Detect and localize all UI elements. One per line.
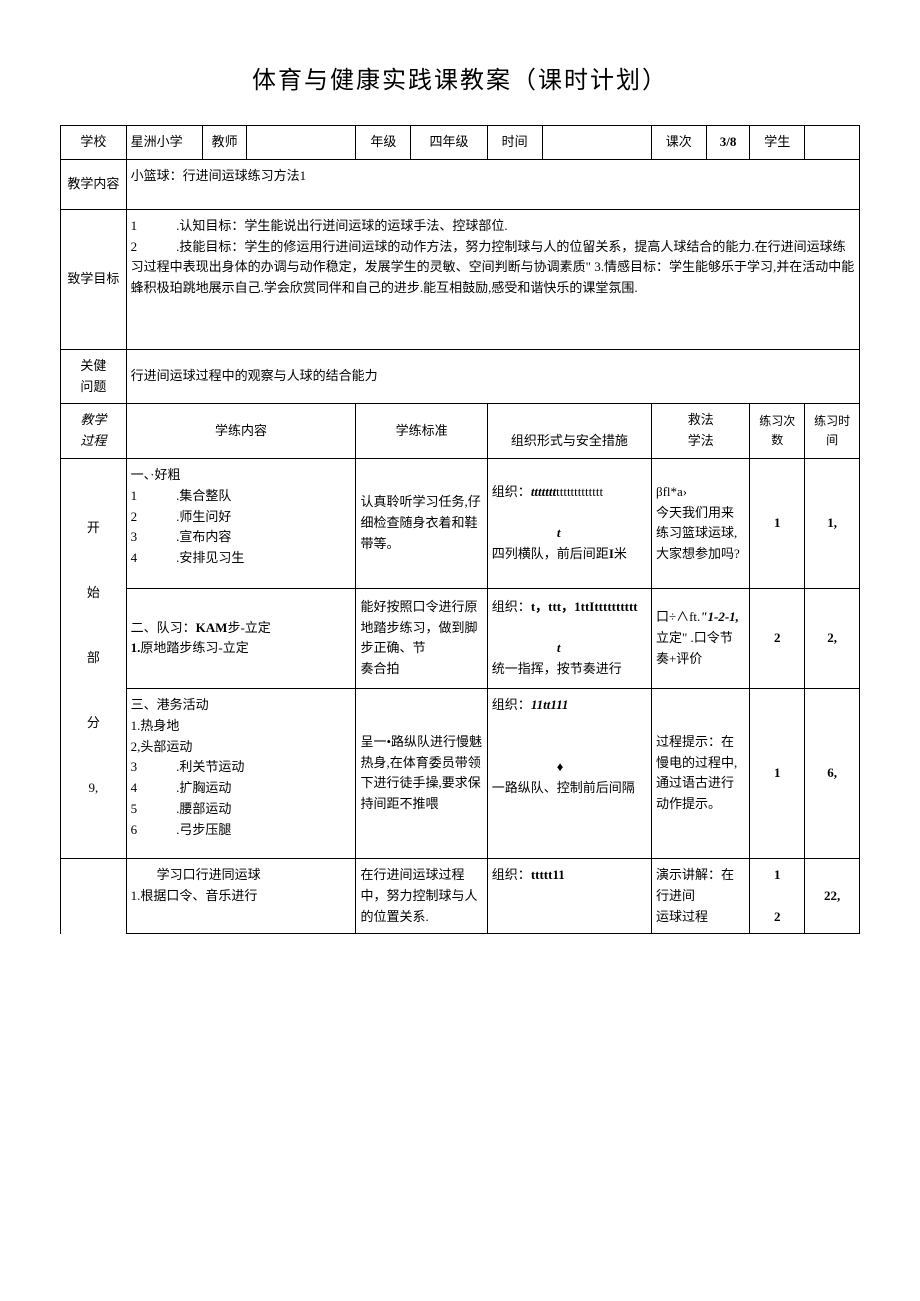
students-label: 学生	[750, 126, 805, 160]
th-content: 学练内容	[126, 404, 356, 459]
start-r1-org: 组织：tttttttttttttttttttt t四列横队，前后间距I米	[487, 458, 651, 588]
main-r1-content: 学习口行进同运球 1.根据口令、音乐进行	[126, 858, 356, 933]
teacher-value	[247, 126, 356, 160]
key-issue-label: 关健 问题	[61, 349, 127, 404]
main-r1-org: 组织：ttttt11	[487, 858, 651, 933]
th-method: 救法 学法	[651, 404, 749, 459]
th-process: 教学 过程	[61, 404, 127, 459]
start-r3-method: 过程提示：在慢电的过程中,通过语古进行动作提示。	[651, 688, 749, 858]
start-r3-org: 组织：11tt111 ♦一路纵队、控制前后间隔	[487, 688, 651, 858]
content-value: 小篮球：行进间运球练习方法1	[126, 159, 859, 209]
lesson-plan-table: 学校 星洲小学 教师 年级 四年级 时间 课次 3/8 学生 教学内容 小篮球：…	[60, 125, 860, 934]
main-section-label	[61, 858, 127, 933]
start-r1-standard: 认真聆听学习任务,仔细检查随身衣着和鞋带等。	[356, 458, 487, 588]
th-organization: 组织形式与安全措施	[487, 404, 651, 459]
main-r1-method: 演示讲解：在行进间 运球过程	[651, 858, 749, 933]
objectives-value: 1 .认知目标：学生能说出行迸间运球的运球手法、控球部位. 2 .技能目标：学生…	[126, 209, 859, 349]
content-label: 教学内容	[61, 159, 127, 209]
start-r3-times: 1	[750, 688, 805, 858]
start-r2-content: 二、队习：KAM步-立定1.原地踏步练习-立定	[126, 588, 356, 688]
header-row: 学校 星洲小学 教师 年级 四年级 时间 课次 3/8 学生	[61, 126, 860, 160]
time-value	[542, 126, 651, 160]
school-label: 学校	[61, 126, 127, 160]
start-r3-duration: 6,	[805, 688, 860, 858]
key-issue-row: 关健 问题 行进间运球过程中的观察与人球的结合能力	[61, 349, 860, 404]
start-r2-method: 口÷∧ft."1-2-1,立定" .口令节奏+评价	[651, 588, 749, 688]
start-r1-method: βfl*a› 今天我们用来练习篮球运球,大家想参加吗?	[651, 458, 749, 588]
grade-label: 年级	[356, 126, 411, 160]
start-r2-times: 2	[750, 588, 805, 688]
time-label: 时间	[487, 126, 542, 160]
page-title: 体育与健康实践课教案（课时计划）	[60, 60, 860, 95]
start-r1-times: 1	[750, 458, 805, 588]
start-r3-standard: 呈一•路纵队进行慢魅热身,在体育委员带领下进行徒手操,要求保持间距不推喂	[356, 688, 487, 858]
lesson-value: 3/8	[706, 126, 750, 160]
grade-value: 四年级	[411, 126, 488, 160]
start-section-label: 开 始 部 分 9,	[61, 458, 127, 858]
start-row-2: 二、队习：KAM步-立定1.原地踏步练习-立定 能好按照口令进行原地踏步练习，做…	[61, 588, 860, 688]
start-r3-content: 三、港务活动 1.热身地 2,头部运动 3 .利关节运动 4 .扩胸运动 5 .…	[126, 688, 356, 858]
objectives-label: 致学目标	[61, 209, 127, 349]
start-r2-standard: 能好按照口令进行原地踏步练习，做到脚步正确、节 奏合拍	[356, 588, 487, 688]
start-r1-duration: 1,	[805, 458, 860, 588]
students-value	[805, 126, 860, 160]
main-r1-duration: 22,	[805, 858, 860, 933]
start-r2-org: 组织：t，ttt，1ttItttttttttt t统一指挥，按节奏进行	[487, 588, 651, 688]
teacher-label: 教师	[203, 126, 247, 160]
table-header-row: 教学 过程 学练内容 学练标准 组织形式与安全措施 救法 学法 练习次数 练习时…	[61, 404, 860, 459]
main-r1-standard: 在行进间运球过程中，努力控制球与人的位置关系.	[356, 858, 487, 933]
th-duration: 练习时间	[805, 404, 860, 459]
start-r1-content: 一、·好粗 1 .集合整队 2 .师生问好 3 .宣布内容 4 .安排见习生	[126, 458, 356, 588]
th-times: 练习次数	[750, 404, 805, 459]
school-value: 星洲小学	[126, 126, 203, 160]
start-row-1: 开 始 部 分 9, 一、·好粗 1 .集合整队 2 .师生问好 3 .宣布内容…	[61, 458, 860, 588]
main-row-1: 学习口行进同运球 1.根据口令、音乐进行 在行进间运球过程中，努力控制球与人的位…	[61, 858, 860, 933]
th-standard: 学练标准	[356, 404, 487, 459]
key-issue-value: 行进间运球过程中的观察与人球的结合能力	[126, 349, 859, 404]
main-r1-times: 1 2	[750, 858, 805, 933]
objectives-row: 致学目标 1 .认知目标：学生能说出行迸间运球的运球手法、控球部位. 2 .技能…	[61, 209, 860, 349]
start-r2-duration: 2,	[805, 588, 860, 688]
lesson-label: 课次	[651, 126, 706, 160]
start-row-3: 三、港务活动 1.热身地 2,头部运动 3 .利关节运动 4 .扩胸运动 5 .…	[61, 688, 860, 858]
content-row: 教学内容 小篮球：行进间运球练习方法1	[61, 159, 860, 209]
